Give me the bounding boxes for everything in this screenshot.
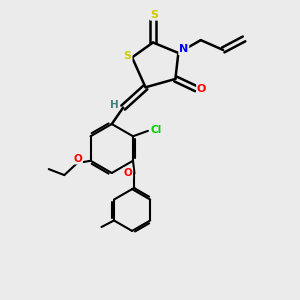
Text: H: H — [110, 100, 118, 110]
Text: O: O — [124, 168, 132, 178]
Text: O: O — [197, 84, 206, 94]
Text: Cl: Cl — [151, 125, 162, 135]
Text: O: O — [74, 154, 82, 164]
Text: S: S — [124, 51, 132, 61]
Text: N: N — [179, 44, 188, 54]
Text: S: S — [151, 10, 158, 20]
